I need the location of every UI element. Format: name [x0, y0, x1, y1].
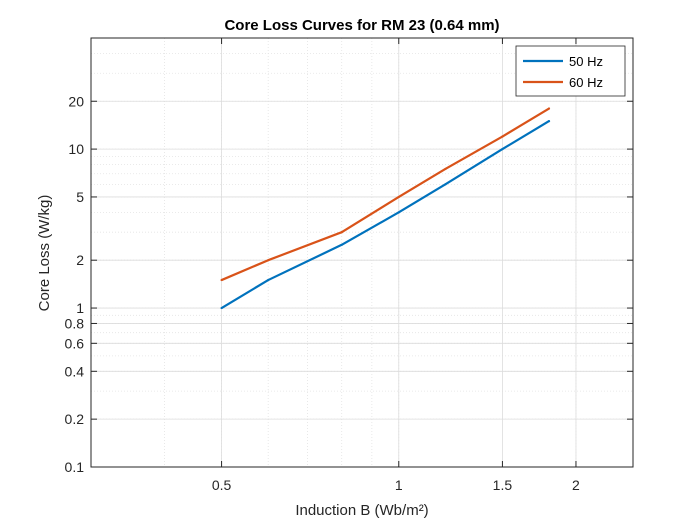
- data-point-series-1: [267, 259, 270, 262]
- data-point-series-0: [220, 306, 223, 310]
- x-tick-label: 1: [395, 477, 403, 493]
- x-axis-label: Induction B (Wb/m²): [295, 502, 428, 519]
- y-tick-label: 20: [68, 93, 84, 109]
- data-point-series-1: [547, 107, 551, 110]
- plot-area: [90, 37, 634, 468]
- y-axis-label: Core Loss (W/kg): [36, 195, 53, 312]
- y-tick-label: 5: [76, 189, 84, 205]
- data-point-series-0: [340, 243, 343, 246]
- y-tick-label: 0.2: [65, 411, 85, 427]
- data-point-series-0: [397, 211, 400, 214]
- y-tick-label: 0.6: [65, 335, 85, 351]
- data-point-series-0: [267, 278, 270, 282]
- legend-label-1: 60 Hz: [569, 75, 603, 90]
- legend-label-0: 50 Hz: [569, 54, 603, 69]
- data-point-series-1: [444, 167, 447, 171]
- y-tick-label: 1: [76, 300, 84, 316]
- data-point-series-1: [220, 278, 223, 282]
- y-tick-label: 0.4: [65, 363, 85, 379]
- data-point-series-1: [340, 231, 343, 234]
- data-point-series-0: [547, 120, 551, 123]
- x-tick-label: 0.5: [212, 477, 232, 493]
- x-tick-label: 1.5: [493, 477, 513, 493]
- y-tick-label: 0.1: [65, 459, 85, 475]
- chart-title: Core Loss Curves for RM 23 (0.64 mm): [224, 17, 499, 34]
- data-point-series-0: [444, 183, 447, 186]
- x-tick-label: 2: [572, 477, 580, 493]
- y-tick-label: 10: [68, 141, 84, 157]
- y-tick-label: 0.8: [65, 315, 85, 331]
- data-point-series-1: [501, 135, 504, 138]
- data-point-series-1: [397, 195, 400, 199]
- y-tick-label: 2: [76, 252, 84, 268]
- data-point-series-0: [501, 148, 504, 151]
- legend-box: [515, 45, 626, 97]
